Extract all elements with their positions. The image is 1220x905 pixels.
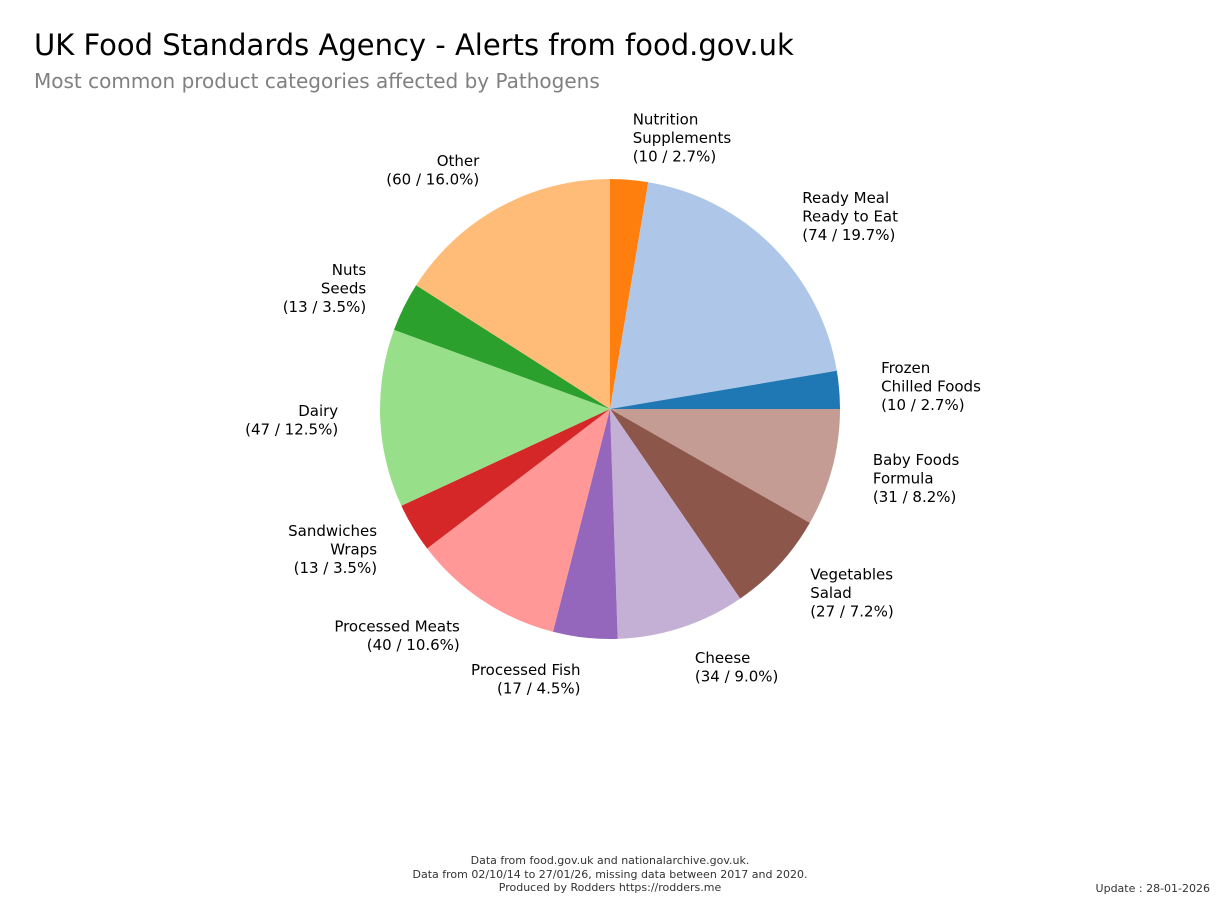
footer-line-1: Data from food.gov.uk and nationalarchiv… xyxy=(470,854,750,867)
slice-label-line: Processed Fish xyxy=(471,661,580,679)
pie-slice-2 xyxy=(610,370,840,409)
footer-line-3: Produced by Rodders https://rodders.me xyxy=(498,881,722,894)
chart-subtitle: Most common product categories affected … xyxy=(34,69,600,93)
slice-label-line: Seeds xyxy=(321,279,367,297)
update-date: Update : 28-01-2026 xyxy=(1095,882,1210,895)
slice-label-3: Baby Foods Formula (31 / 8.2%) xyxy=(873,451,960,506)
slice-label-line: (40 / 10.6%) xyxy=(367,636,460,654)
pie-slice-5 xyxy=(610,409,741,639)
pie-slice-6 xyxy=(552,409,618,639)
slice-label-line: Baby Foods xyxy=(873,451,960,469)
slice-label-line: (31 / 8.2%) xyxy=(873,488,957,506)
slice-label-4: Vegetables Salad (27 / 7.2%) xyxy=(810,566,894,621)
chart-title: UK Food Standards Agency - Alerts from f… xyxy=(34,28,794,62)
slice-label-line: (27 / 7.2%) xyxy=(810,603,894,621)
slice-label-8: Sandwiches Wraps (13 / 3.5%) xyxy=(288,522,377,577)
slice-label-line: (47 / 12.5%) xyxy=(245,421,338,439)
slice-label-7: Processed Meats (40 / 10.6%) xyxy=(334,618,460,655)
pie-slice-7 xyxy=(427,409,610,632)
slice-label-line: Vegetables xyxy=(810,566,893,584)
slice-label-line: Ready Meal xyxy=(802,189,889,207)
slice-label-line: (10 / 2.7%) xyxy=(633,147,717,165)
slice-label-line: Processed Meats xyxy=(334,618,460,636)
slice-label-0: Nutrition Supplements (10 / 2.7%) xyxy=(633,110,732,165)
slice-label-line: Nutrition xyxy=(633,110,699,128)
pie-slice-10 xyxy=(394,285,610,409)
slice-label-11: Other (60 / 16.0%) xyxy=(386,152,480,189)
slice-label-5: Cheese (34 / 9.0%) xyxy=(695,649,779,686)
slice-label-2: Frozen Chilled Foods (10 / 2.7%) xyxy=(881,359,981,414)
pie-slice-1 xyxy=(610,182,837,409)
slice-label-line: Sandwiches xyxy=(288,522,377,540)
slice-label-line: (10 / 2.7%) xyxy=(881,396,965,414)
slice-label-line: Cheese xyxy=(695,649,750,667)
slice-label-6: Processed Fish (17 / 4.5%) xyxy=(471,661,580,698)
pie-slice-0 xyxy=(610,179,649,409)
pie-slice-11 xyxy=(416,179,610,409)
slice-label-line: (60 / 16.0%) xyxy=(386,171,479,189)
slice-label-line: (74 / 19.7%) xyxy=(802,226,895,244)
pie-slice-9 xyxy=(380,329,610,506)
pie-slice-4 xyxy=(610,409,810,599)
slice-label-line: Formula xyxy=(873,470,934,488)
slice-label-line: Frozen xyxy=(881,359,930,377)
slice-label-line: (13 / 3.5%) xyxy=(283,298,367,316)
pie-slice-3 xyxy=(610,409,840,523)
slice-label-line: Supplements xyxy=(633,129,732,147)
slice-label-1: Ready Meal Ready to Eat (74 / 19.7%) xyxy=(802,189,898,244)
slice-label-line: Nuts xyxy=(332,261,367,279)
slice-label-line: Other xyxy=(437,152,480,170)
slice-label-10: Nuts Seeds (13 / 3.5%) xyxy=(283,261,367,316)
pie-slice-8 xyxy=(401,409,610,549)
slice-label-line: Ready to Eat xyxy=(802,208,898,226)
slice-label-line: Chilled Foods xyxy=(881,377,981,395)
footer-line-2: Data from 02/10/14 to 27/01/26, missing … xyxy=(412,867,808,881)
footer-credits: Data from food.gov.uk and nationalarchiv… xyxy=(0,854,1220,895)
slice-label-line: Dairy xyxy=(298,402,338,420)
slice-label-line: (17 / 4.5%) xyxy=(497,680,581,698)
slice-label-line: (34 / 9.0%) xyxy=(695,668,779,686)
slice-label-9: Dairy (47 / 12.5%) xyxy=(245,402,338,439)
slice-label-line: Salad xyxy=(810,584,852,602)
slice-label-line: Wraps xyxy=(330,541,377,559)
slice-label-line: (13 / 3.5%) xyxy=(294,559,378,577)
